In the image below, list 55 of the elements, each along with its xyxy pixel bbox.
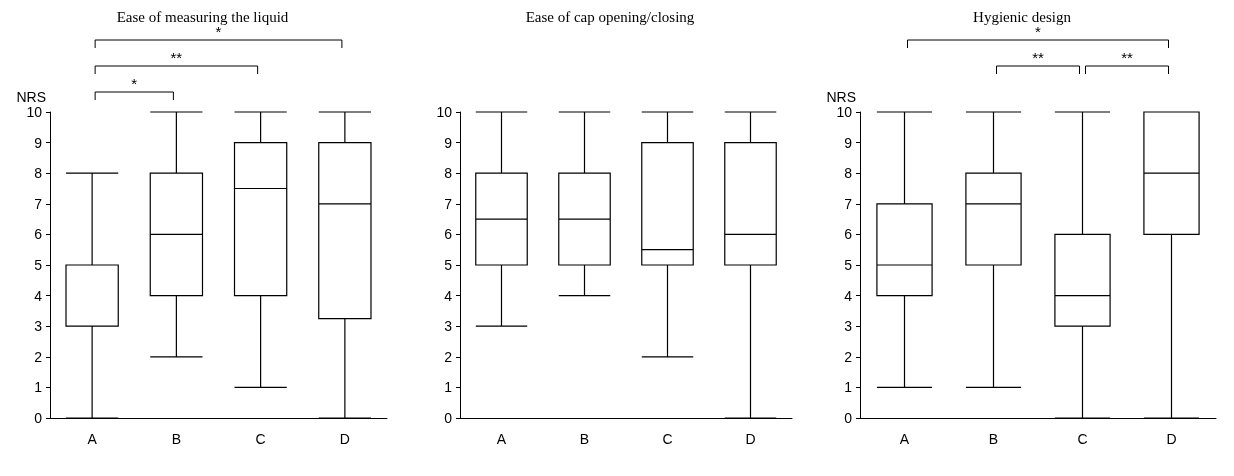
y-tick-label: 1: [844, 379, 853, 396]
x-tick-label: A: [496, 431, 507, 447]
y-tick-label: 8: [34, 165, 43, 182]
y-tick-label: 10: [836, 104, 853, 120]
text: *: [131, 75, 138, 92]
y-axis-title: NRS: [16, 89, 46, 105]
y-tick-label: 5: [844, 257, 853, 273]
y-tick-label: 10: [436, 104, 453, 120]
y-tick-label: 3: [34, 318, 43, 335]
x-tick-label: D: [339, 431, 350, 447]
y-axis-title: NRS: [826, 89, 856, 105]
text: **: [1121, 49, 1133, 66]
x-tick-label: B: [988, 431, 999, 447]
y-tick-label: 4: [444, 287, 453, 304]
y-tick-label: 9: [844, 134, 853, 151]
x-tick-label: D: [1166, 431, 1177, 447]
x-tick-label: B: [579, 431, 590, 447]
text: *: [1035, 23, 1042, 40]
y-tick-label: 10: [26, 104, 43, 120]
y-tick-label: 4: [844, 287, 853, 304]
y-tick-label: 7: [444, 195, 453, 212]
y-tick-label: 3: [444, 318, 453, 335]
y-tick-label: 8: [844, 165, 853, 182]
y-tick-label: 0: [34, 410, 43, 426]
y-tick-label: 1: [34, 379, 43, 396]
chart-title: Ease of measuring the liquid: [116, 8, 289, 25]
y-tick-label: 9: [34, 134, 43, 151]
y-tick-label: 4: [34, 287, 43, 304]
y-tick-label: 2: [34, 348, 43, 365]
y-tick-label: 6: [34, 226, 43, 243]
y-tick-label: 9: [444, 134, 453, 151]
y-tick-label: 6: [844, 226, 853, 243]
x-tick-label: B: [171, 431, 182, 447]
y-tick-label: 2: [444, 348, 453, 365]
x-tick-label: D: [745, 431, 756, 447]
x-tick-label: C: [662, 431, 673, 447]
y-tick-label: 8: [444, 165, 453, 182]
y-tick-label: 6: [444, 226, 453, 243]
chart-title: Hygienic design: [973, 8, 1072, 25]
y-tick-label: 5: [34, 257, 43, 273]
y-tick-label: 2: [844, 348, 853, 365]
x-tick-label: A: [899, 431, 910, 447]
x-tick-label: C: [255, 431, 266, 447]
y-tick-label: 7: [844, 195, 853, 212]
y-tick-label: 3: [844, 318, 853, 335]
y-tick-label: 7: [34, 195, 43, 212]
y-tick-label: 0: [844, 410, 853, 426]
x-tick-label: C: [1077, 431, 1088, 447]
text: **: [170, 49, 183, 66]
x-tick-label: A: [87, 431, 98, 447]
text: **: [1032, 49, 1044, 66]
y-tick-label: 1: [444, 379, 453, 396]
y-tick-label: 0: [444, 410, 453, 426]
y-tick-label: 5: [444, 257, 453, 273]
chart-title: Ease of cap opening/closing: [525, 8, 695, 25]
